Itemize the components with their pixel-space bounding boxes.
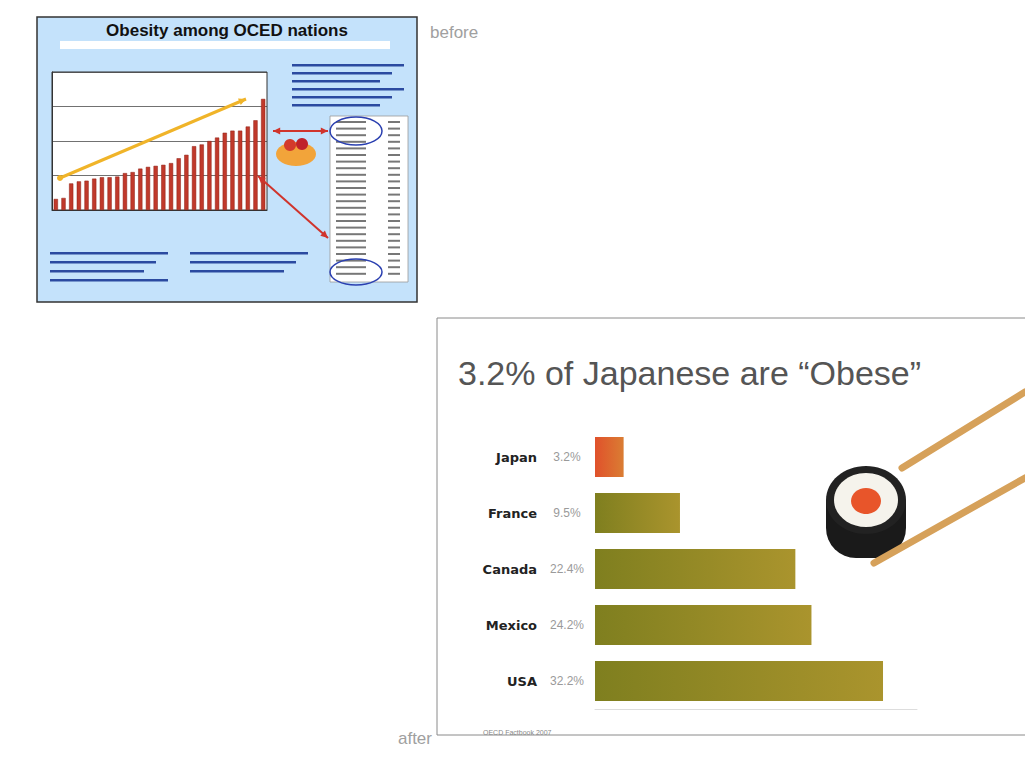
svg-text:Obesity among OCED nations: Obesity among OCED nations: [106, 21, 348, 40]
svg-text:after: after: [398, 729, 432, 748]
svg-text:3.2%: 3.2%: [553, 450, 581, 464]
svg-text:Japan: Japan: [495, 450, 537, 465]
svg-text:3.2% of Japanese are “Obese”: 3.2% of Japanese are “Obese”: [458, 354, 921, 392]
svg-text:before: before: [430, 23, 478, 42]
svg-text:Mexico: Mexico: [486, 618, 537, 633]
svg-text:Canada: Canada: [483, 562, 537, 577]
svg-text:OECD Factbook 2007: OECD Factbook 2007: [483, 729, 552, 736]
svg-text:9.5%: 9.5%: [553, 506, 581, 520]
svg-text:22.4%: 22.4%: [550, 562, 584, 576]
svg-text:France: France: [488, 506, 537, 521]
svg-text:USA: USA: [507, 674, 537, 689]
svg-text:24.2%: 24.2%: [550, 618, 584, 632]
svg-text:32.2%: 32.2%: [550, 674, 584, 688]
